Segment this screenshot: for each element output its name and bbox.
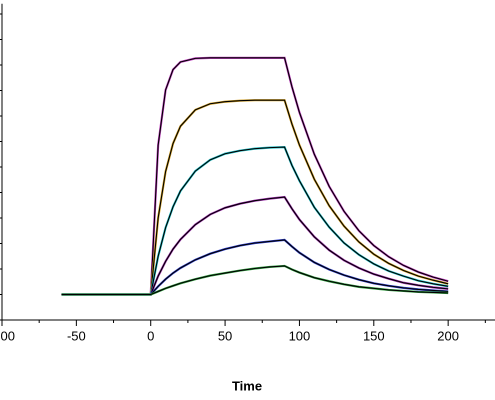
fit-curve xyxy=(61,265,449,296)
data-curve xyxy=(61,99,449,296)
x-tick-label: 200 xyxy=(437,328,459,343)
x-tick-label: 150 xyxy=(363,328,385,343)
x-tick-label: 50 xyxy=(218,328,232,343)
data-curve xyxy=(61,195,449,296)
x-tick-label: 100 xyxy=(289,328,311,343)
fit-curve xyxy=(61,196,449,296)
fit-curve xyxy=(61,57,449,296)
data-curve xyxy=(61,145,449,296)
fit-curve xyxy=(61,146,449,296)
x-tick-label: 0 xyxy=(147,328,154,343)
x-axis-title: Time xyxy=(232,378,262,393)
x-tick-label: -50 xyxy=(67,328,86,343)
x-tick-label: -100 xyxy=(0,328,15,343)
data-curve xyxy=(61,56,449,296)
fit-curve xyxy=(61,239,449,296)
fit-curve xyxy=(61,99,449,296)
